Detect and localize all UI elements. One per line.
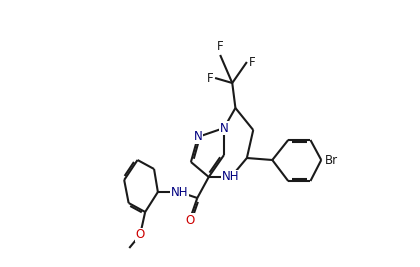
Text: O: O [135, 229, 145, 241]
Text: O: O [185, 214, 194, 226]
Text: N: N [220, 121, 228, 135]
Text: NH: NH [171, 186, 188, 198]
Text: N: N [194, 131, 202, 143]
Text: F: F [249, 56, 256, 69]
Text: Br: Br [325, 154, 338, 167]
Text: NH: NH [222, 171, 240, 183]
Text: F: F [207, 72, 214, 84]
Text: F: F [217, 40, 223, 53]
